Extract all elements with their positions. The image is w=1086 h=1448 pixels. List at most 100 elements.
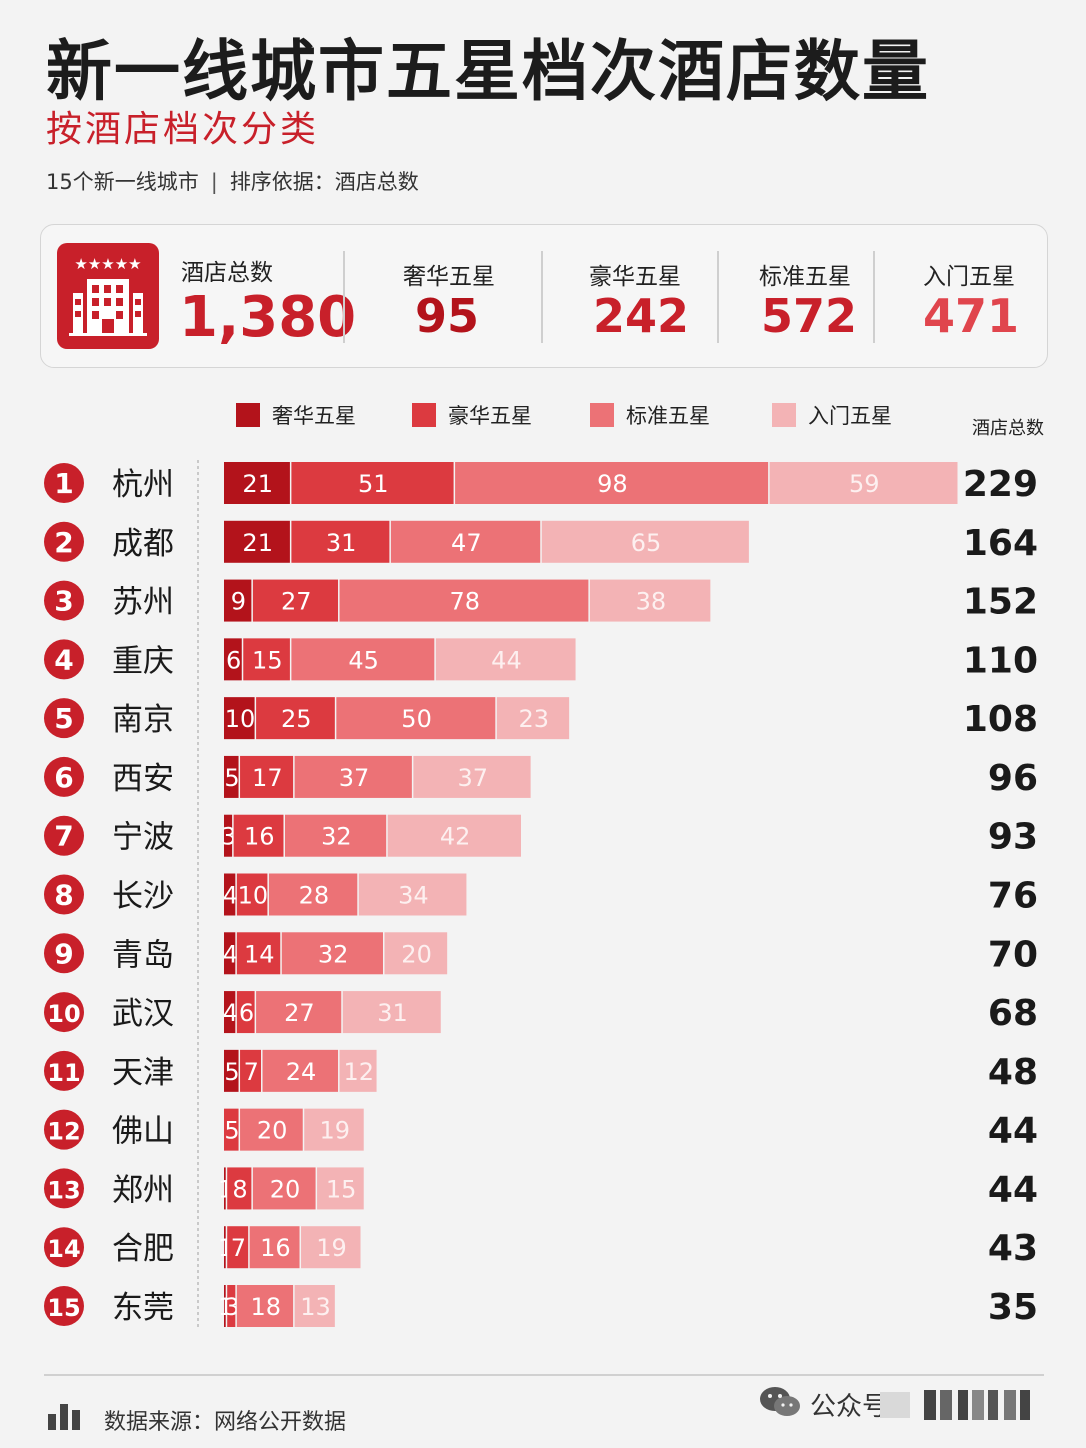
bar-segment (224, 1108, 239, 1151)
rank-badge (44, 698, 84, 739)
legend-label: 豪华五星 (448, 404, 532, 428)
summary-card: ★★★★★ 酒店总数 1,380 奢华五星 95 豪华五星 242 标准五星 5… (40, 224, 1048, 368)
bar-chart-icon (48, 1400, 84, 1434)
city-label: 宁波 (112, 820, 174, 856)
summary-divider (343, 251, 345, 343)
total-column-header: 酒店总数 (972, 418, 1044, 439)
segment-label: 10 (225, 705, 256, 733)
legend-item-luxury: 奢华五星 (236, 403, 356, 428)
legend-swatch (236, 403, 260, 427)
legend-item-entry: 入门五星 (772, 403, 892, 428)
city-label: 青岛 (112, 937, 174, 973)
bar-segment (249, 1226, 300, 1269)
bar-segment (240, 1108, 303, 1151)
segment-label: 24 (286, 1058, 317, 1086)
row-total: 70 (988, 934, 1038, 975)
rank-number: 10 (47, 1000, 80, 1028)
bar-segment (227, 1285, 236, 1327)
segment-label: 44 (491, 646, 522, 674)
standard-value: 572 (761, 289, 858, 343)
city-label: 重庆 (112, 643, 174, 679)
rank-number: 2 (54, 526, 73, 559)
rank-number: 1 (54, 467, 73, 500)
segment-label: 21 (242, 470, 273, 498)
segment-label: 32 (318, 940, 349, 968)
segment-label: 32 (321, 823, 352, 851)
bar-segment (390, 520, 541, 563)
bar-segment (336, 697, 496, 740)
rank-badge (44, 580, 84, 621)
rank-badge (44, 874, 84, 915)
segment-label: 16 (260, 1234, 291, 1262)
segment-label: 42 (440, 823, 471, 851)
rank-number: 8 (54, 879, 73, 912)
segment-label: 25 (281, 705, 312, 733)
segment-label: 13 (300, 1293, 331, 1321)
footer-divider (44, 1374, 1044, 1376)
bar-segment (256, 697, 335, 740)
bar-segment (224, 1049, 239, 1092)
bar-segment (541, 520, 749, 563)
segment-label: 4 (223, 940, 238, 968)
segment-label: 15 (326, 1175, 357, 1203)
row-total: 44 (988, 1111, 1038, 1152)
segment-label: 47 (451, 529, 482, 557)
rank-number: 5 (54, 702, 73, 735)
row-total: 44 (988, 1169, 1038, 1210)
rank-number: 3 (54, 585, 73, 618)
rank-badge (44, 992, 84, 1033)
segment-label: 6 (226, 646, 241, 674)
row-total: 164 (963, 523, 1038, 564)
bar-segment (224, 991, 236, 1034)
segment-label: 27 (284, 999, 315, 1027)
bar-segment (256, 991, 342, 1034)
segment-label: 20 (270, 1175, 301, 1203)
bar-segment (291, 462, 454, 504)
segment-label: 12 (344, 1058, 375, 1086)
meta-sort-basis: 排序依据：酒店总数 (229, 170, 419, 194)
row-total: 35 (988, 1287, 1038, 1328)
legend-label: 标准五星 (626, 404, 710, 428)
rank-badge (44, 1227, 84, 1268)
city-label: 武汉 (112, 996, 174, 1032)
rank-badge (44, 933, 84, 974)
row-total: 96 (988, 758, 1038, 799)
bar-segment (224, 1167, 226, 1210)
rank-badge (44, 1109, 84, 1150)
row-total: 76 (988, 876, 1038, 917)
segment-label: 38 (636, 588, 667, 616)
city-label: 长沙 (112, 879, 174, 915)
segment-label: 4 (223, 882, 238, 910)
page-title: 新一线城市五星档次酒店数量 (46, 33, 930, 110)
segment-label: 59 (849, 470, 880, 498)
rank-badge (44, 1286, 84, 1326)
total-hotels-label: 酒店总数 (181, 260, 273, 286)
bar-segment (291, 520, 390, 563)
bar-segment (413, 755, 531, 798)
rank-number: 15 (47, 1294, 80, 1322)
bar-segment (224, 1285, 226, 1327)
segment-label: 31 (377, 999, 408, 1027)
bar-segment (252, 1167, 316, 1210)
svg-text:★★★★★: ★★★★★ (74, 255, 141, 273)
bar-segment (224, 697, 255, 740)
legend-label: 入门五星 (808, 404, 892, 428)
row-total: 93 (988, 817, 1038, 858)
segment-label: 78 (449, 588, 480, 616)
bar-segment (236, 932, 281, 975)
bar-segment (236, 873, 268, 916)
meta-city-count: 15个新一线城市 (46, 170, 199, 194)
bar-segment (496, 697, 570, 740)
city-label: 西安 (112, 761, 174, 797)
rank-number: 14 (47, 1235, 80, 1263)
legend-item-deluxe: 豪华五星 (412, 403, 532, 428)
segment-label: 34 (398, 882, 429, 910)
bar-segment (240, 755, 294, 798)
rank-badge (44, 639, 84, 680)
rank-number: 11 (47, 1059, 80, 1087)
bar-segment (769, 462, 958, 504)
bar-segment (387, 814, 521, 857)
bar-segment (294, 755, 412, 798)
bar-segment (224, 755, 239, 798)
